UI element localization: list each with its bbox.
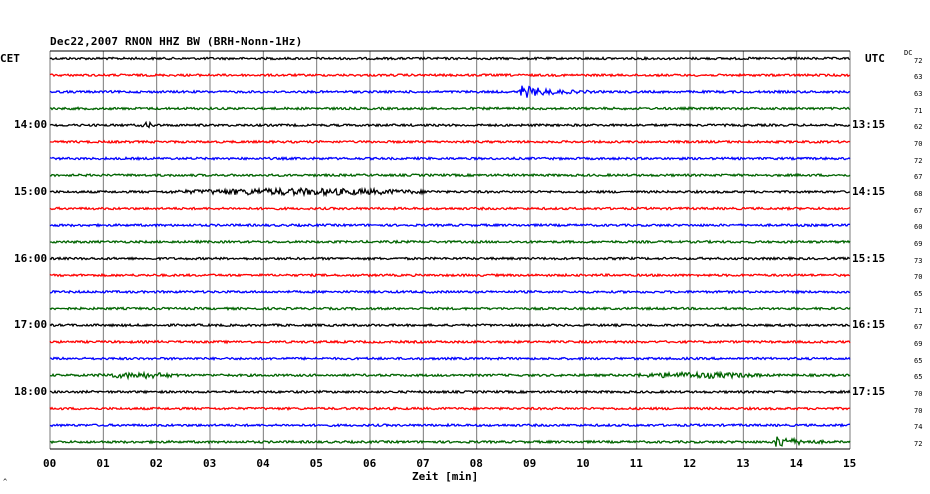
dc-value: 72	[914, 156, 923, 165]
trace-line	[49, 405, 851, 412]
x-tick-label: 04	[256, 457, 270, 470]
trace-line	[49, 205, 851, 212]
chart-title: Dec22,2007 RNON HHZ BW (BRH-Nonn-1Hz)	[50, 35, 303, 48]
dc-value: 62	[914, 123, 923, 132]
trace-line	[49, 155, 851, 162]
trace-line	[49, 172, 851, 178]
trace-line	[49, 356, 851, 362]
cet-time-label: 15:00	[14, 184, 48, 198]
dc-value: 72	[914, 439, 923, 448]
trace-line	[49, 389, 851, 395]
dc-value: 69	[914, 339, 923, 348]
trace-line	[50, 289, 851, 295]
dc-value: 73	[914, 256, 923, 265]
trace-line	[49, 85, 851, 98]
trace-line	[49, 306, 851, 312]
x-tick-label: 11	[629, 457, 643, 470]
x-tick-label: 10	[576, 457, 590, 470]
x-tick-label: 12	[683, 457, 697, 470]
trace-line	[49, 436, 851, 447]
trace-line	[49, 55, 851, 61]
dc-value: 70	[914, 389, 923, 398]
x-tick-label: 14	[789, 457, 803, 470]
trace-line	[49, 239, 851, 245]
utc-axis-label: UTC	[865, 52, 885, 65]
trace-line	[49, 339, 851, 345]
dc-value: 65	[914, 373, 923, 382]
trace-line	[49, 72, 851, 78]
dc-value: 67	[914, 323, 923, 332]
dc-value: 69	[914, 239, 923, 248]
trace-line	[49, 370, 851, 381]
x-tick-label: 06	[363, 457, 377, 470]
dc-value: 74	[914, 423, 923, 432]
x-axis-label: Zeit [min]	[412, 470, 479, 483]
x-tick-label: 05	[309, 457, 323, 470]
trace-line	[49, 256, 851, 262]
utc-time-label: 17:15	[852, 384, 886, 398]
utc-time-label: 15:15	[852, 251, 886, 265]
dc-value: 65	[914, 289, 923, 298]
x-tick-label: 02	[149, 457, 163, 470]
x-tick-label: 13	[736, 457, 750, 470]
trace-line	[49, 422, 851, 428]
dc-value: 72	[914, 56, 923, 65]
dc-value: 67	[914, 173, 923, 182]
x-tick-label: 15	[843, 457, 857, 470]
utc-time-label: 14:15	[852, 184, 886, 198]
dc-value: 70	[914, 139, 923, 148]
dc-value: 68	[914, 189, 923, 198]
trace-line	[49, 322, 851, 328]
dc-value: 67	[914, 206, 923, 215]
dc-value: 65	[914, 356, 923, 365]
dc-value: 63	[914, 73, 923, 82]
utc-time-label: 16:15	[852, 318, 886, 332]
trace-line	[49, 120, 851, 129]
corner-mark: ^	[3, 478, 8, 486]
trace-line	[49, 222, 851, 228]
trace-line	[49, 186, 851, 198]
dc-column-label: DC	[904, 49, 913, 57]
dc-value: 70	[914, 406, 923, 415]
x-tick-label: 09	[523, 457, 537, 470]
dc-value: 71	[914, 106, 923, 115]
dc-value: 70	[914, 273, 923, 282]
cet-time-label: 16:00	[14, 251, 48, 265]
trace-line	[49, 272, 851, 278]
trace-line	[50, 106, 851, 111]
x-tick-label: 01	[96, 457, 110, 470]
utc-time-label: 13:15	[852, 118, 886, 132]
dc-value: 63	[914, 89, 923, 98]
dc-value: 71	[914, 306, 923, 315]
x-tick-label: 03	[203, 457, 217, 470]
cet-time-label: 18:00	[14, 384, 48, 398]
x-tick-label: 00	[43, 457, 57, 470]
x-tick-label: 07	[416, 457, 430, 470]
dc-value: 60	[914, 223, 923, 232]
trace-line	[49, 139, 851, 145]
cet-time-label: 14:00	[14, 118, 48, 132]
x-tick-label: 08	[469, 457, 483, 470]
cet-time-label: 17:00	[14, 318, 48, 332]
cet-axis-label: CET	[0, 52, 20, 65]
